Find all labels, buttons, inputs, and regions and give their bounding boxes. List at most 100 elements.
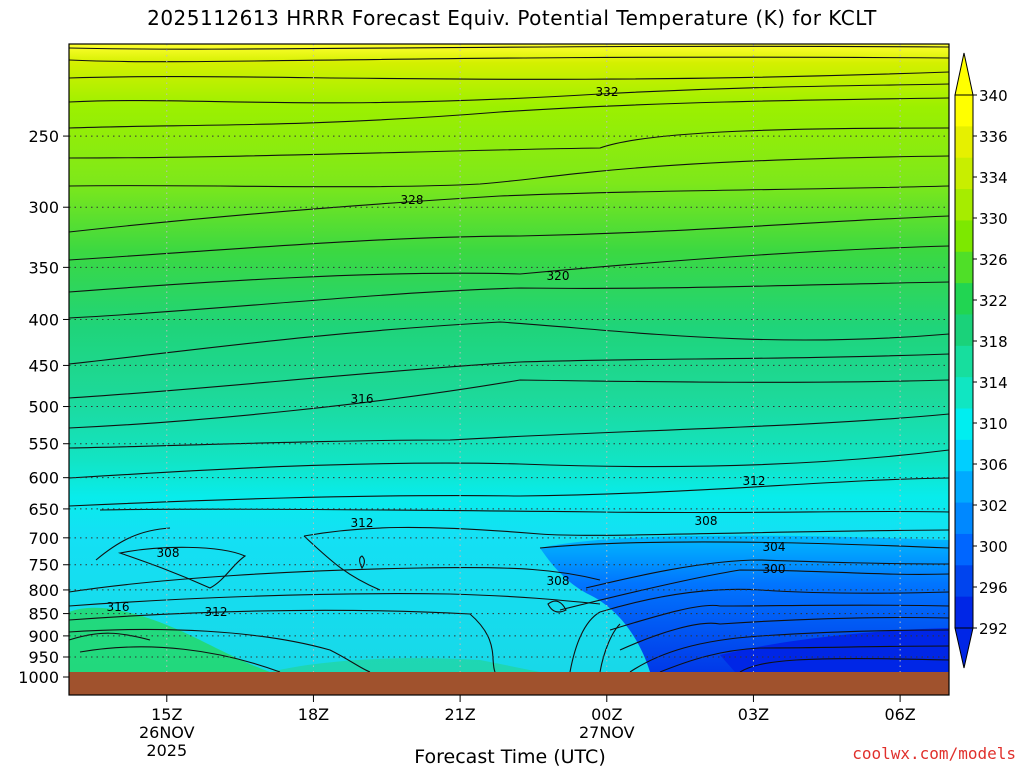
svg-text:312: 312 (205, 605, 228, 619)
y-tick-label: 850 (28, 605, 59, 624)
x-tick-sublabel: 27NOV (579, 723, 635, 742)
colorbar-swatch (955, 408, 973, 441)
svg-text:312: 312 (743, 474, 766, 488)
colorbar: 340 336 334 330 326 322 318 314 310 306 302 300 296 2… (954, 52, 1008, 669)
colorbar-swatch (955, 251, 973, 284)
colorbar-label: 340 (979, 87, 1008, 105)
colorbar-label: 322 (979, 292, 1008, 310)
plot-frame (68, 43, 950, 696)
colorbar-swatch (955, 565, 973, 598)
svg-text:308: 308 (157, 546, 180, 560)
y-tick-label: 250 (28, 127, 59, 146)
y-tick-label: 800 (28, 581, 59, 600)
ground-strip (69, 672, 949, 695)
colorbar-bottom-arrow (954, 627, 974, 669)
colorbar-label: 300 (979, 538, 1008, 556)
credit-text: coolwx.com/models (852, 744, 1016, 763)
contour-label: 320 (547, 269, 570, 283)
colorbar-label: 302 (979, 497, 1008, 515)
svg-text:328: 328 (401, 193, 424, 207)
x-axis-title: Forecast Time (UTC) (414, 746, 606, 768)
colorbar-swatch (955, 95, 973, 127)
contour-label: 312 (205, 605, 228, 619)
x-tick-label: 03Z (738, 705, 769, 724)
y-tick-label: 400 (28, 310, 59, 329)
y-tick-label: 900 (28, 627, 59, 646)
x-tick-sublabel: 2025 (146, 741, 187, 760)
colorbar-swatch (955, 533, 973, 566)
contour-label: 312 (351, 516, 374, 530)
colorbar-frame (954, 94, 974, 629)
deep-cold-region (720, 628, 949, 672)
y-tick-label: 450 (28, 356, 59, 375)
colorbar-swatch (955, 439, 973, 472)
x-tick-label: 15Z (151, 705, 182, 724)
colorbar-swatch (955, 471, 973, 504)
colorbar-label: 296 (979, 579, 1008, 597)
y-tick-label: 950 (28, 648, 59, 667)
colorbar-swatch (955, 220, 973, 253)
colorbar-label: 336 (979, 128, 1008, 146)
x-tick-label: 00Z (591, 705, 622, 724)
x-tick-label: 18Z (298, 705, 329, 724)
colorbar-label: 314 (979, 374, 1008, 392)
colorbar-top-arrow (954, 52, 974, 96)
contour-label: 300 (763, 562, 786, 576)
warm-pocket-center (270, 658, 540, 672)
colorbar-swatch (955, 596, 973, 629)
contour-label: 312 (743, 474, 766, 488)
x-tick-sublabel: 26NOV (139, 723, 195, 742)
colorbar-label: 330 (979, 210, 1008, 228)
y-tick-label: 700 (28, 529, 59, 548)
colorbar-label: 334 (979, 169, 1008, 187)
contour-lines (68, 45, 950, 673)
x-tick-label: 21Z (444, 705, 475, 724)
contour-label: 308 (157, 546, 180, 560)
colorbar-label: 306 (979, 456, 1008, 474)
contour-label: 304 (763, 540, 786, 554)
colorbar-swatch (955, 157, 973, 190)
y-tick-label: 750 (28, 556, 59, 575)
colorbar-swatch (955, 502, 973, 535)
colorbar-swatch (955, 189, 973, 221)
contour-label: 308 (695, 514, 718, 528)
contour-labels: 332 328 320 316 312 312 308 308 304 300 308 316 312 (107, 85, 786, 619)
colorbar-swatch (955, 126, 973, 159)
colorbar-swatch (955, 314, 973, 347)
colorbar-label: 310 (979, 415, 1008, 433)
contour-label: 308 (547, 574, 570, 588)
contour-label: 328 (401, 193, 424, 207)
pressure-grid (69, 135, 949, 658)
svg-text:316: 316 (107, 600, 130, 614)
y-tick-label: 350 (28, 258, 59, 277)
colorbar-label: 318 (979, 333, 1008, 351)
x-tick-label: 06Z (884, 705, 915, 724)
y-tick-label: 650 (28, 500, 59, 519)
chart-title: 2025112613 HRRR Forecast Equiv. Potentia… (147, 6, 877, 30)
y-tick-label: 300 (28, 198, 59, 217)
svg-text:304: 304 (763, 540, 786, 554)
svg-text:308: 308 (695, 514, 718, 528)
svg-text:316: 316 (351, 392, 374, 406)
contour-label: 332 (596, 85, 619, 99)
colorbar-label: 292 (979, 620, 1008, 638)
warm-pocket-left (69, 607, 270, 672)
contour-label: 316 (107, 600, 130, 614)
y-tick-label: 500 (28, 398, 59, 417)
svg-text:312: 312 (351, 516, 374, 530)
y-tick-label: 1000 (18, 668, 59, 687)
svg-text:320: 320 (547, 269, 570, 283)
colorbar-label: 326 (979, 251, 1008, 269)
time-grid (166, 44, 901, 672)
colorbar-swatch (955, 283, 973, 315)
svg-text:332: 332 (596, 85, 619, 99)
y-axis: 250 300 350 400 450 500 550 600 650 700 750 800 850 9… (18, 127, 69, 687)
svg-text:308: 308 (547, 574, 570, 588)
colorbar-swatch (955, 377, 973, 410)
y-tick-label: 550 (28, 435, 59, 454)
y-tick-label: 600 (28, 469, 59, 488)
svg-text:300: 300 (763, 562, 786, 576)
contour-label: 316 (351, 392, 374, 406)
